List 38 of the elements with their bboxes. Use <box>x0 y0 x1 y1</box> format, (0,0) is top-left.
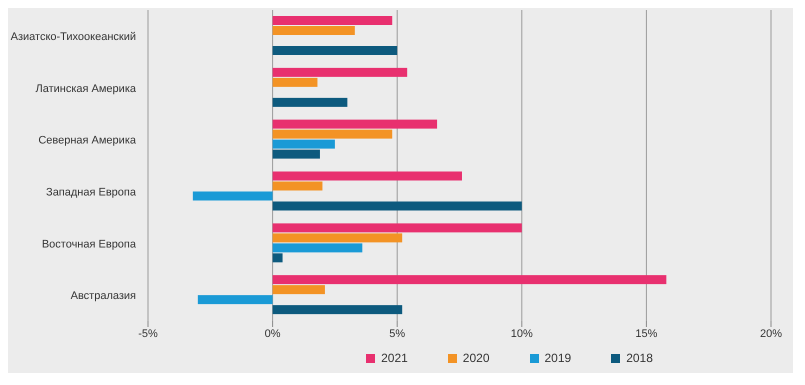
y-tick-label: Восточная Европа <box>42 238 137 250</box>
x-tick-label: -5% <box>138 328 158 340</box>
bar <box>272 68 408 77</box>
bar <box>192 192 273 200</box>
x-tick-label: 0% <box>264 328 281 340</box>
legend-label: 2021 <box>380 351 408 365</box>
bar <box>272 16 392 25</box>
bar <box>272 150 320 159</box>
bar <box>272 275 666 284</box>
y-tick-label: Австралазия <box>70 290 136 302</box>
bar <box>272 285 325 294</box>
bar <box>272 253 283 262</box>
x-tick-label: 15% <box>635 328 658 340</box>
bar <box>272 305 402 314</box>
x-tick-label: 20% <box>760 328 782 340</box>
y-tick-label: Азиатско-Тихоокеанский <box>10 30 136 43</box>
bar <box>272 130 392 139</box>
bar <box>272 172 462 180</box>
legend-label: 2018 <box>625 351 653 365</box>
legend-label: 2020 <box>462 351 490 365</box>
bar <box>272 223 522 232</box>
bar <box>272 202 522 210</box>
bar <box>272 26 355 35</box>
bar <box>272 120 438 129</box>
bar <box>272 140 335 149</box>
bar <box>272 98 348 107</box>
y-tick-label: Латинская Америка <box>36 82 137 95</box>
bar <box>198 295 273 304</box>
y-tick-label: Западная Европа <box>46 186 137 198</box>
bar <box>272 243 362 252</box>
bar <box>272 233 402 242</box>
bar <box>272 182 322 190</box>
x-tick-label: 10% <box>510 328 534 340</box>
legend-label: 2019 <box>544 351 572 365</box>
bar <box>272 46 398 55</box>
y-tick-label: Северная Америка <box>38 134 137 147</box>
x-tick-label: 5% <box>389 328 406 340</box>
bar <box>272 78 318 87</box>
